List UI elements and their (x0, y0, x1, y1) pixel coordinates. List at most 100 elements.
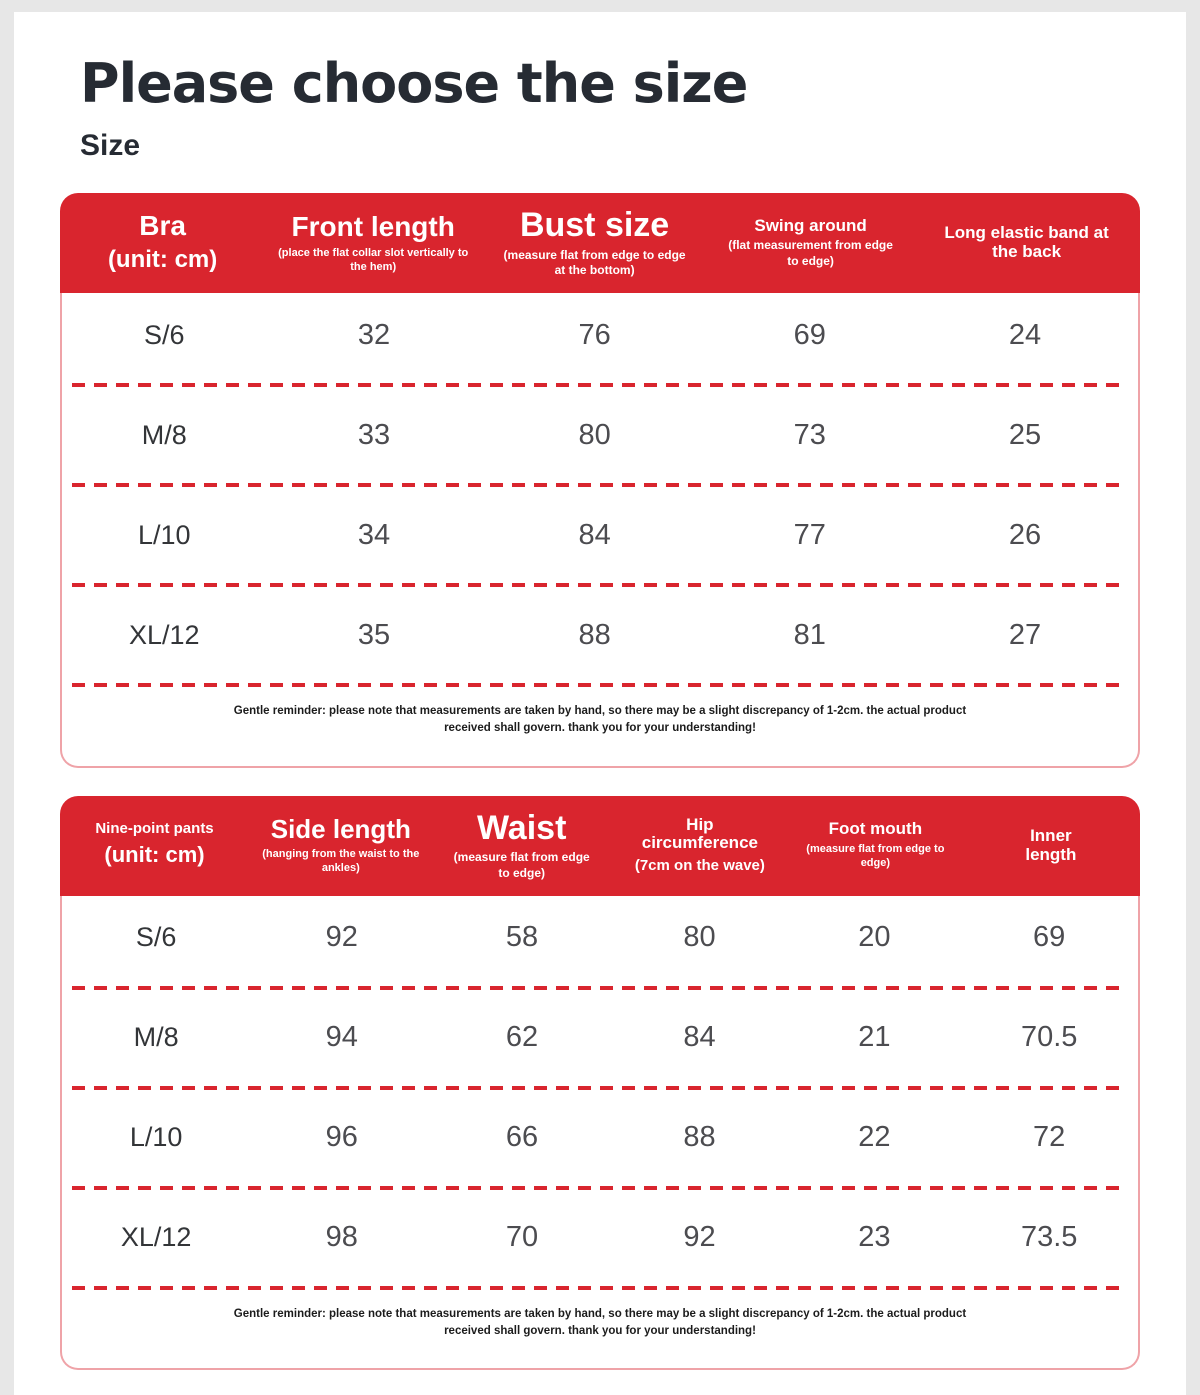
foot-mouth-value: 21 (858, 1021, 891, 1053)
front-length-value: 32 (357, 318, 391, 351)
elastic-band-value: 27 (1008, 618, 1042, 651)
swing-around-value: 73 (793, 418, 826, 451)
inner-length-value: 73.5 (1020, 1221, 1078, 1253)
header-title: Waist (476, 808, 567, 847)
header-foot-mouth: Foot mouth (measure flat from edge to ed… (789, 820, 962, 870)
size-label: M/8 (133, 1022, 179, 1052)
swing-around-value: 77 (793, 518, 826, 551)
header-subtitle: (unit: cm) (104, 841, 205, 867)
header-subtitle: (hanging from the waist to the ankles) (262, 848, 420, 875)
foot-mouth-value: 22 (858, 1121, 891, 1153)
side-length-value: 92 (325, 921, 358, 953)
side-length-value: 96 (325, 1121, 358, 1153)
bra-table-body: S/6 32 76 69 24 M/8 33 80 73 25 L/10 34 … (60, 293, 1140, 768)
header-subtitle: (measure flat from edge to edge) (453, 850, 590, 880)
pants-table-body: S/6 92 58 80 20 69 M/8 94 62 84 21 70.5 … (60, 895, 1140, 1370)
header-swing-around: Swing around (flat measurement from edge… (708, 215, 913, 270)
row-divider (72, 583, 1128, 587)
size-label: L/10 (129, 1122, 183, 1152)
row-divider (72, 383, 1128, 387)
header-subtitle: (place the flat collar slot vertically t… (278, 246, 469, 273)
elastic-band-value: 24 (1008, 318, 1042, 351)
row-divider (72, 683, 1128, 687)
side-length-value: 94 (325, 1021, 358, 1053)
table-row: M/8 33 80 73 25 (62, 397, 1138, 473)
header-title: Inner length (1025, 825, 1077, 864)
row-divider (72, 483, 1128, 487)
table-row: S/6 32 76 69 24 (62, 297, 1138, 373)
front-length-value: 35 (357, 618, 391, 651)
elastic-band-value: 26 (1008, 518, 1042, 551)
header-subtitle: (flat measurement from edge to edge) (728, 238, 893, 268)
hip-value: 84 (683, 1021, 716, 1053)
table-row: L/10 34 84 77 26 (62, 497, 1138, 573)
header-hip-circumference: Hip circumference (7cm on the wave) (611, 814, 789, 876)
pants-table-header: Nine-point pants (unit: cm) Side length … (60, 795, 1140, 896)
elastic-band-value: 25 (1008, 418, 1042, 451)
header-elastic-band: Long elastic band at the back (913, 223, 1140, 261)
bust-size-value: 88 (578, 618, 611, 651)
header-inner-length: Inner length (962, 825, 1140, 864)
header-subtitle: (7cm on the wave) (634, 856, 765, 874)
bra-table-header: Bra (unit: cm) Front length (place the f… (60, 193, 1140, 293)
foot-mouth-value: 23 (858, 1221, 891, 1253)
side-length-value: 98 (325, 1221, 358, 1253)
gentle-reminder-note: Gentle reminder: please note that measur… (233, 1307, 967, 1337)
header-subtitle: (measure flat from edge to edge at the b… (503, 247, 686, 278)
pants-size-table: Nine-point pants (unit: cm) Side length … (60, 795, 1140, 1370)
waist-value: 70 (505, 1221, 539, 1253)
header-title: Hip circumference (641, 814, 758, 853)
bra-size-table: Bra (unit: cm) Front length (place the f… (60, 193, 1140, 768)
bust-size-value: 80 (578, 418, 611, 451)
header-title: Bra (139, 209, 186, 241)
table-row: S/6 92 58 80 20 69 (62, 900, 1138, 976)
waist-value: 66 (505, 1121, 539, 1153)
size-label: S/6 (143, 319, 185, 350)
front-length-value: 34 (357, 518, 391, 551)
waist-value: 58 (505, 921, 539, 953)
size-label: L/10 (137, 519, 191, 550)
hip-value: 92 (683, 1221, 716, 1253)
table-row: XL/12 98 70 92 23 73.5 (62, 1200, 1138, 1276)
header-title: Foot mouth (828, 819, 923, 839)
bust-size-value: 76 (578, 318, 611, 351)
header-title: Nine-point pants (95, 820, 214, 838)
inner-length-value: 69 (1033, 921, 1066, 953)
swing-around-value: 69 (793, 318, 826, 351)
header-subtitle: (measure flat from edge to edge) (806, 843, 945, 870)
hip-value: 80 (683, 921, 716, 953)
header-title: Front length (291, 210, 455, 242)
size-label: XL/12 (128, 619, 200, 650)
foot-mouth-value: 20 (858, 921, 891, 953)
size-subtitle: Size (80, 129, 141, 162)
header-title: Side length (270, 814, 411, 845)
header-waist: Waist (measure flat from edge to edge) (433, 808, 611, 882)
inner-length-value: 72 (1033, 1121, 1066, 1153)
table-row: XL/12 35 88 81 27 (62, 597, 1138, 673)
header-title: Swing around (754, 215, 867, 235)
waist-value: 62 (505, 1021, 539, 1053)
table-row: M/8 94 62 84 21 70.5 (62, 1000, 1138, 1076)
header-bra: Bra (unit: cm) (60, 209, 265, 276)
size-label: M/8 (141, 419, 187, 450)
row-divider (72, 985, 1128, 990)
header-title: Bust size (519, 206, 670, 245)
table-row: L/10 96 66 88 22 72 (62, 1100, 1138, 1176)
size-chart-page: Please choose the size Size Bra (unit: c… (14, 12, 1186, 1395)
bust-size-value: 84 (578, 518, 611, 551)
gentle-reminder-note: Gentle reminder: please note that measur… (233, 705, 967, 735)
row-divider (72, 1085, 1128, 1090)
page-title: Please choose the size (80, 52, 748, 115)
header-title: Long elastic band at the back (944, 223, 1109, 261)
size-label: XL/12 (120, 1222, 192, 1252)
front-length-value: 33 (357, 418, 391, 451)
row-divider (72, 1285, 1128, 1290)
row-divider (72, 1185, 1128, 1190)
inner-length-value: 70.5 (1020, 1021, 1078, 1053)
swing-around-value: 81 (793, 618, 826, 651)
hip-value: 88 (683, 1121, 716, 1153)
header-bust-size: Bust size (measure flat from edge to edg… (481, 206, 708, 279)
header-subtitle: (unit: cm) (107, 246, 218, 274)
size-label: S/6 (135, 922, 177, 952)
header-side-length: Side length (hanging from the waist to t… (249, 815, 433, 875)
